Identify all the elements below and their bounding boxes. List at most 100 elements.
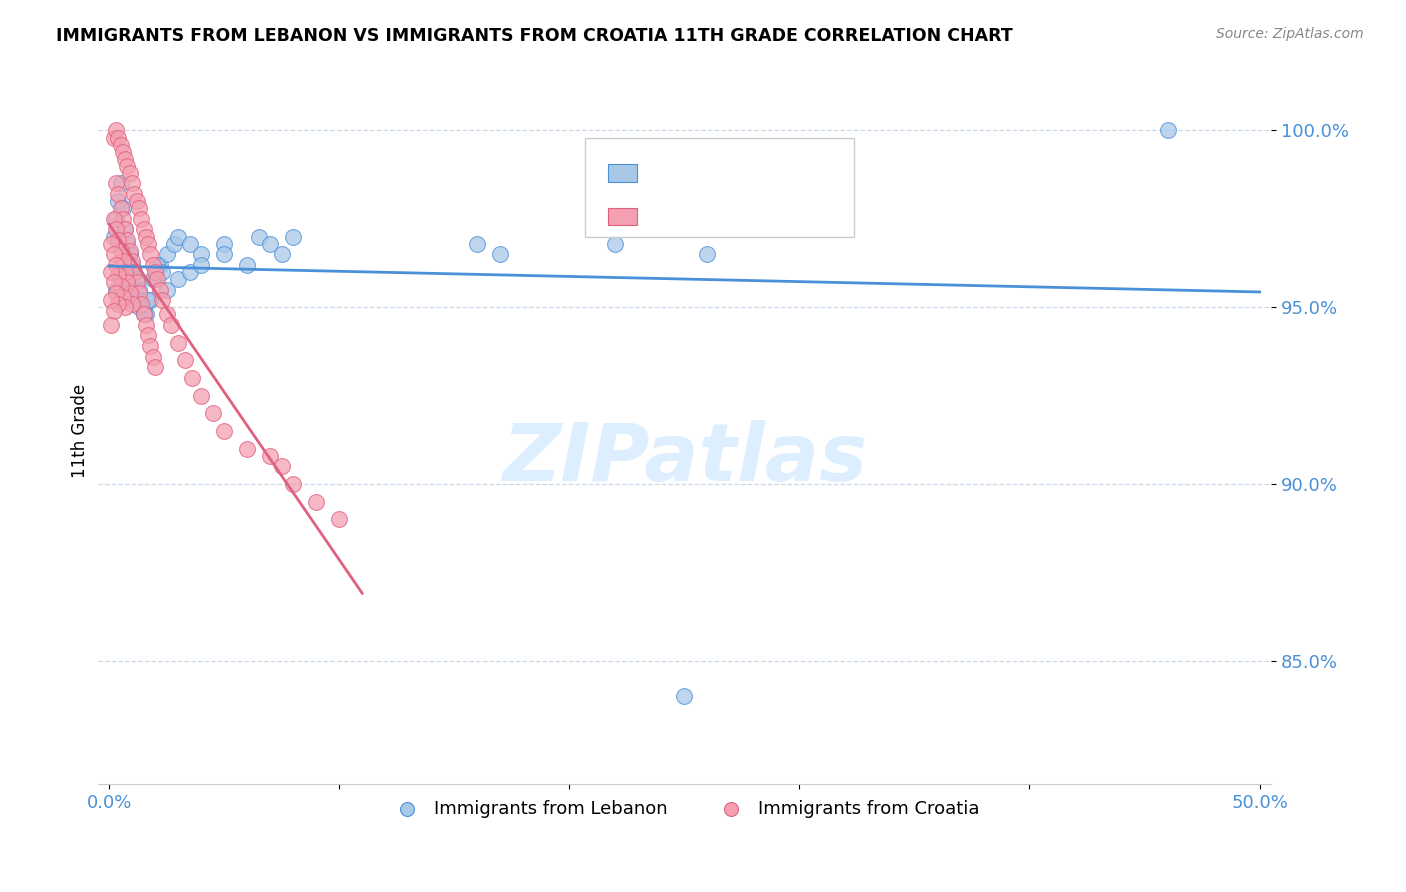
Point [270,459,292,474]
Point [160,318,183,332]
Point [150,265,173,279]
Text: N = 77: N = 77 [751,208,808,226]
Point [117,159,139,173]
Point [110,177,132,191]
Point [132,222,155,236]
Text: R = 0.284: R = 0.284 [651,208,735,226]
Point [121,296,143,310]
Point [110,279,132,293]
Point [128,283,150,297]
Point [132,307,155,321]
Point [100,265,122,279]
Point [146,258,169,272]
Text: Source: ZipAtlas.com: Source: ZipAtlas.com [1216,27,1364,41]
Point [259,236,281,251]
Point [162,236,184,251]
Point [121,177,143,191]
Point [179,265,201,279]
Point [139,293,162,307]
Point [110,244,132,258]
Point [107,296,129,310]
Point [114,265,136,279]
Point [328,512,350,526]
Point [111,201,134,215]
Point [114,222,136,236]
Point [155,283,177,297]
Point [155,307,177,321]
Point [100,293,122,307]
Point [190,247,212,261]
Point [100,318,122,332]
Point [107,268,129,283]
Point [104,283,127,297]
Point [104,211,127,226]
Point [124,265,146,279]
Point [103,229,125,244]
Point [212,236,235,251]
Point [155,247,177,261]
Point [100,236,122,251]
Point [103,303,125,318]
Point [167,335,190,350]
Point [118,283,141,297]
FancyBboxPatch shape [585,137,855,236]
Point [190,388,212,402]
Point [104,177,127,191]
Point [103,130,125,145]
Text: IMMIGRANTS FROM LEBANON VS IMMIGRANTS FROM CROATIA 11TH GRADE CORRELATION CHART: IMMIGRANTS FROM LEBANON VS IMMIGRANTS FR… [56,27,1012,45]
Point [128,201,150,215]
Point [201,406,224,420]
Point [103,276,125,290]
Point [247,229,270,244]
Point [114,300,136,314]
Point [118,166,141,180]
Point [143,360,166,375]
FancyBboxPatch shape [607,208,637,226]
Point [128,286,150,301]
Point [121,254,143,268]
Point [121,258,143,272]
Text: R = 0.072: R = 0.072 [651,164,735,182]
Point [104,258,127,272]
Point [110,265,132,279]
Point [135,318,157,332]
Point [143,272,166,286]
Point [696,247,718,261]
Point [117,233,139,247]
Point [125,194,148,209]
Point [114,222,136,236]
Point [212,424,235,438]
Text: ZIPatlas: ZIPatlas [502,420,868,499]
Point [135,307,157,321]
Point [149,258,172,272]
Point [117,236,139,251]
Point [114,152,136,166]
Point [136,293,159,307]
Point [673,689,696,703]
Point [114,272,136,286]
Point [111,254,134,268]
Point [125,276,148,290]
Point [129,211,152,226]
Y-axis label: 11th Grade: 11th Grade [72,384,89,478]
Point [132,307,155,321]
Point [117,276,139,290]
Point [128,300,150,314]
Point [103,247,125,261]
Point [212,247,235,261]
Point [118,244,141,258]
Point [107,130,129,145]
Point [107,187,129,202]
Point [124,187,146,202]
Point [107,233,129,247]
Point [118,247,141,261]
Point [104,222,127,236]
Point [139,247,162,261]
Point [236,442,259,456]
Point [190,258,212,272]
Point [270,247,292,261]
Point [283,477,305,491]
Point [489,247,512,261]
Point [149,283,172,297]
Point [605,236,627,251]
